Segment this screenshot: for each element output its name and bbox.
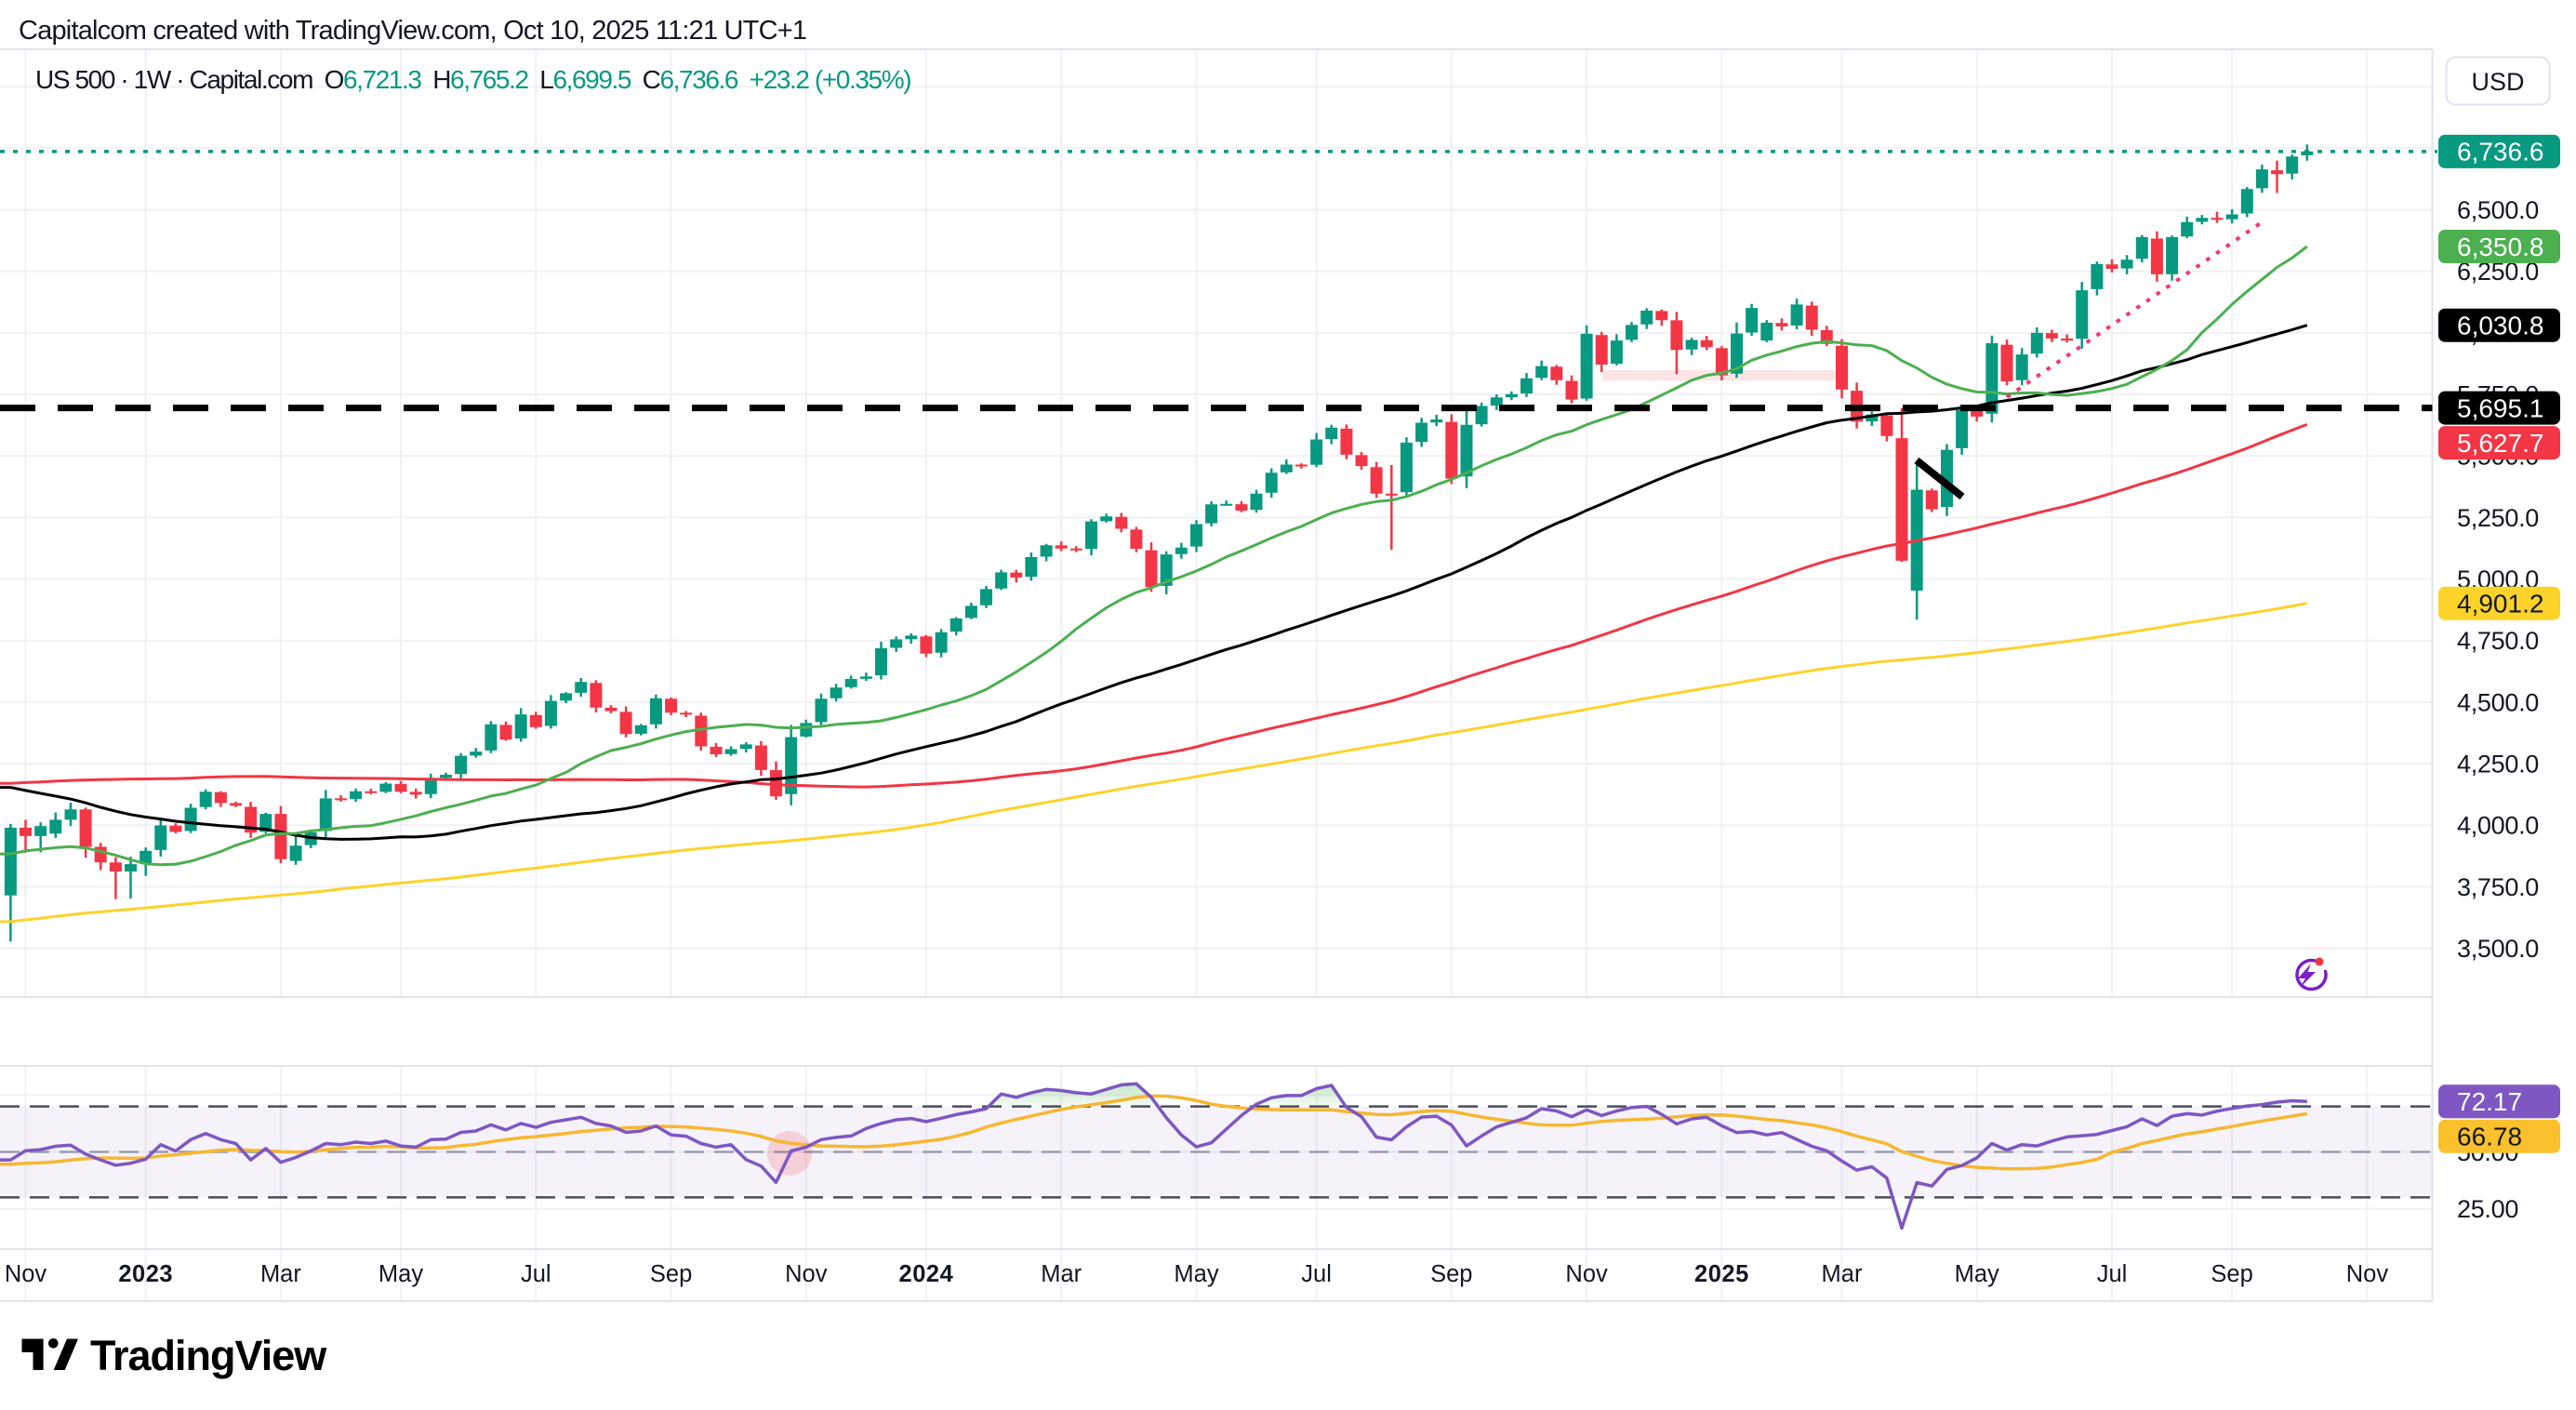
svg-text:US 500 · 1W · Capital.com O6,7: US 500 · 1W · Capital.com O6,721.3 H6,76… — [35, 65, 910, 94]
svg-text:Sep: Sep — [1430, 1261, 1472, 1287]
svg-text:72.17: 72.17 — [2457, 1087, 2522, 1116]
svg-text:Jul: Jul — [2097, 1261, 2128, 1287]
svg-text:5,250.0: 5,250.0 — [2457, 504, 2539, 532]
svg-text:6,500.0: 6,500.0 — [2457, 196, 2539, 224]
svg-text:Nov: Nov — [2346, 1261, 2389, 1287]
svg-text:May: May — [1955, 1261, 1999, 1287]
svg-text:Jul: Jul — [1301, 1261, 1332, 1287]
svg-text:Nov: Nov — [5, 1261, 47, 1287]
svg-text:4,901.2: 4,901.2 — [2457, 590, 2543, 619]
svg-text:4,750.0: 4,750.0 — [2457, 627, 2539, 655]
svg-text:Capitalcom created with Tradin: Capitalcom created with TradingView.com,… — [19, 16, 806, 46]
svg-text:Mar: Mar — [1041, 1261, 1082, 1287]
svg-text:5,627.7: 5,627.7 — [2457, 429, 2543, 458]
svg-text:2023: 2023 — [118, 1261, 173, 1287]
svg-text:66.78: 66.78 — [2457, 1123, 2522, 1151]
svg-text:Sep: Sep — [2211, 1261, 2252, 1287]
svg-text:3,750.0: 3,750.0 — [2457, 873, 2539, 901]
svg-text:6,350.8: 6,350.8 — [2457, 233, 2543, 261]
svg-text:USD: USD — [2471, 68, 2524, 96]
svg-text:4,500.0: 4,500.0 — [2457, 688, 2539, 716]
svg-text:Mar: Mar — [260, 1261, 301, 1287]
svg-text:5,695.1: 5,695.1 — [2457, 393, 2543, 422]
svg-text:TradingView: TradingView — [90, 1332, 327, 1379]
svg-text:Nov: Nov — [785, 1261, 828, 1287]
svg-text:May: May — [1174, 1261, 1218, 1287]
svg-text:2024: 2024 — [899, 1261, 954, 1287]
svg-text:25.00: 25.00 — [2457, 1195, 2518, 1223]
svg-text:Sep: Sep — [650, 1261, 692, 1287]
svg-text:Jul: Jul — [521, 1261, 551, 1287]
svg-text:Nov: Nov — [1565, 1261, 1608, 1287]
svg-text:May: May — [378, 1261, 423, 1287]
svg-text:4,000.0: 4,000.0 — [2457, 812, 2539, 840]
svg-text:2025: 2025 — [1694, 1261, 1749, 1287]
svg-text:6,030.8: 6,030.8 — [2457, 312, 2543, 340]
svg-text:3,500.0: 3,500.0 — [2457, 935, 2539, 963]
svg-text:6,736.6: 6,736.6 — [2457, 138, 2543, 166]
svg-text:4,250.0: 4,250.0 — [2457, 751, 2539, 778]
svg-text:Mar: Mar — [1822, 1261, 1863, 1287]
